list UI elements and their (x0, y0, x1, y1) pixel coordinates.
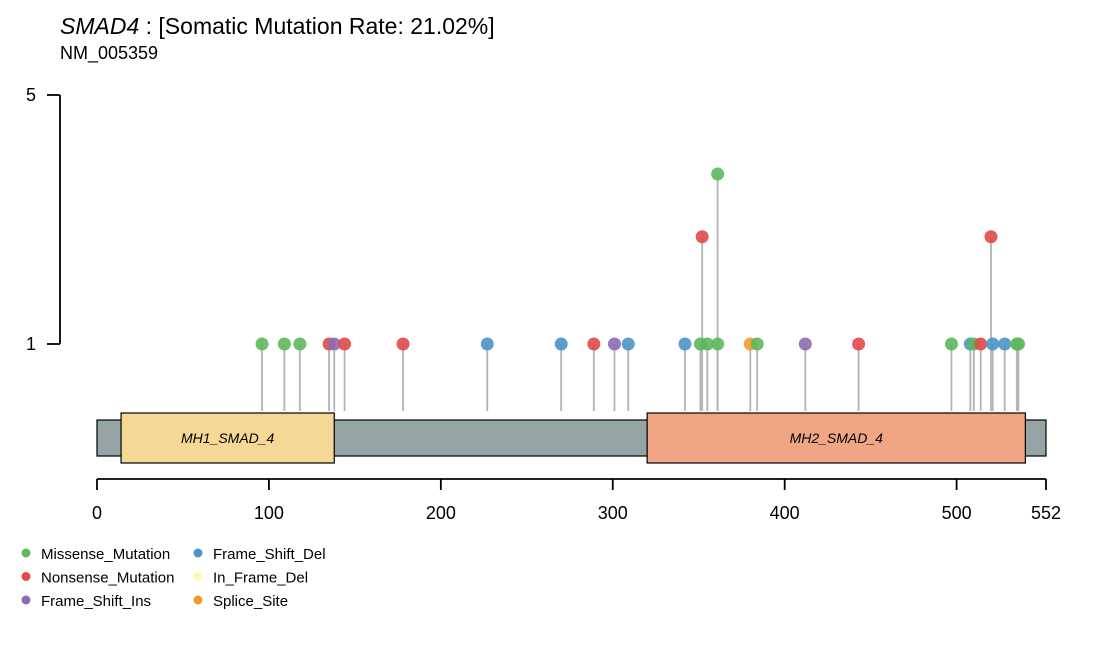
mutation-point (700, 337, 714, 351)
mutation-point (695, 230, 709, 244)
x-tick-label: 552 (1031, 503, 1061, 523)
mutation-point (711, 337, 725, 351)
legend-label: Nonsense_Mutation (41, 570, 174, 587)
mutation-point (798, 337, 812, 351)
domain-box (120, 412, 335, 464)
x-tick-label: 200 (426, 503, 456, 523)
legend-label: Frame_Shift_Ins (41, 593, 151, 610)
legend-swatch (193, 548, 203, 558)
mutation-point (338, 337, 352, 351)
domain-label: MH1_SMAD_4 (181, 430, 275, 446)
mutation-point (293, 337, 307, 351)
transcript-id: NM_005359 (60, 43, 159, 63)
mutation-point (678, 337, 692, 351)
x-tick-label: 500 (942, 503, 972, 523)
chart-title: SMAD4 : [Somatic Mutation Rate: 21.02%] (60, 12, 495, 40)
mutation-points (255, 167, 1025, 351)
legend-swatch (21, 548, 31, 558)
mutation-point (396, 337, 410, 351)
legend-swatch (193, 572, 203, 581)
mutation-point (852, 337, 866, 351)
y-tick-label: 1 (26, 334, 36, 354)
legend-swatch (21, 572, 31, 581)
x-tick-label: 0 (92, 503, 102, 523)
mutation-point (984, 230, 998, 244)
mutation-point (974, 337, 988, 351)
mutation-point (986, 337, 1000, 351)
mutation-point (327, 337, 341, 351)
mutation-point (587, 337, 601, 351)
title-block: SMAD4 : [Somatic Mutation Rate: 21.02%] … (60, 12, 495, 64)
x-axis: 0 100 200 300 400 500 552 (92, 478, 1061, 523)
legend-label: Splice_Site (213, 593, 288, 610)
legend: Missense_Mutation Nonsense_Mutation Frame_… (21, 546, 326, 610)
protein-track: MH1_SMAD_4 MH2_SMAD_4 (96, 412, 1047, 464)
x-tick-label: 300 (598, 503, 628, 523)
y-tick-label: 5 (26, 85, 36, 105)
mutation-point (607, 337, 621, 351)
mutation-point (277, 337, 291, 351)
mutation-rate-text: : [Somatic Mutation Rate: 21.02%] (139, 13, 495, 39)
legend-label: In_Frame_Del (213, 570, 308, 587)
domain-box (646, 412, 1026, 464)
mutation-point (1011, 337, 1025, 351)
mutation-point (480, 337, 494, 351)
domain-label: MH2_SMAD_4 (790, 430, 884, 446)
legend-label: Frame_Shift_Del (213, 546, 326, 563)
mutation-stems (261, 174, 1020, 411)
mutation-point (998, 337, 1012, 351)
legend-label: Missense_Mutation (41, 546, 170, 563)
mutation-point (255, 337, 269, 351)
x-tick-label: 100 (254, 503, 284, 523)
gene-name: SMAD4 (60, 13, 140, 39)
legend-swatch (21, 595, 31, 605)
mutation-point (711, 167, 725, 181)
mutation-point (944, 337, 958, 351)
mutation-point (554, 337, 568, 351)
mutation-point (750, 337, 764, 351)
mutation-point (621, 337, 635, 351)
x-tick-label: 400 (770, 503, 800, 523)
legend-swatch (193, 595, 203, 605)
y-axis: 15 (26, 85, 61, 354)
